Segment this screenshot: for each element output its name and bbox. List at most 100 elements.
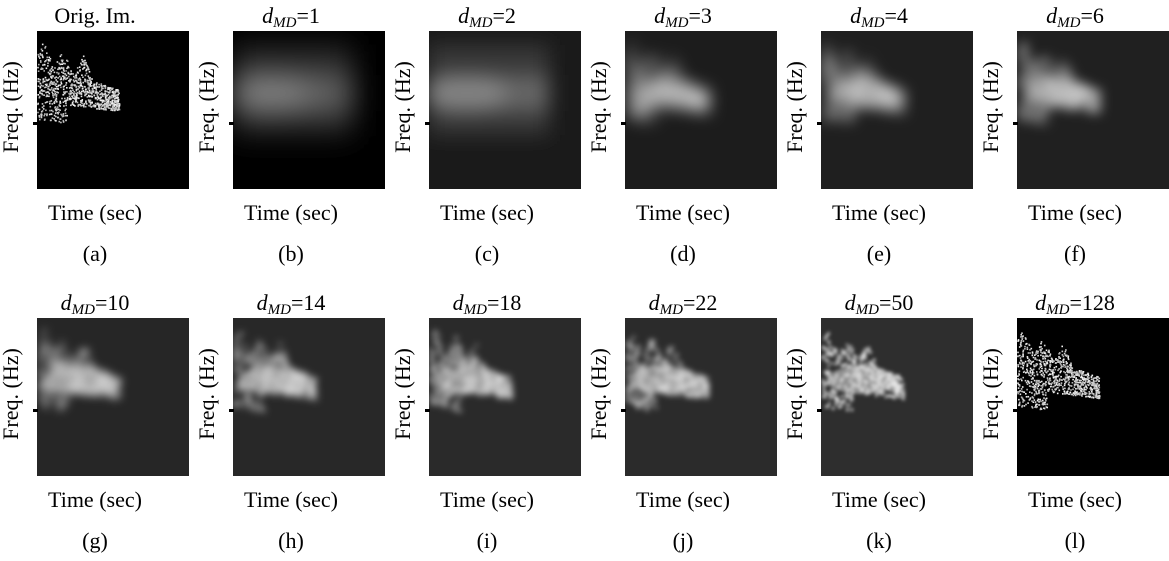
y-axis-tick [1013, 409, 1018, 412]
x-axis-label: Time (sec) [244, 200, 338, 225]
d-value: =2 [492, 3, 516, 28]
d-symbol: d [1046, 3, 1058, 28]
d-subscript: MD [1057, 15, 1081, 31]
x-axis-label: Time (sec) [1028, 200, 1122, 225]
x-axis-label: Time (sec) [1028, 487, 1122, 512]
d-value: =1 [296, 3, 320, 28]
d-subscript: MD [463, 302, 487, 318]
y-axis-label: Freq. (Hz) [194, 348, 219, 440]
d-symbol: d [458, 3, 470, 28]
subfigure-label: (f) [1064, 241, 1086, 266]
panel: dMD=14 Freq. (Hz) Time (sec) (h) [194, 289, 386, 559]
panel: dMD=2 Freq. (Hz) Time (sec) (c) [390, 2, 582, 272]
d-symbol: d [60, 290, 72, 315]
panel: dMD=22 Freq. (Hz) Time (sec) (j) [586, 289, 778, 559]
d-symbol: d [654, 3, 666, 28]
x-axis-label: Time (sec) [636, 487, 730, 512]
y-axis-label: Freq. (Hz) [782, 61, 807, 153]
subfigure-label: (b) [278, 241, 304, 266]
d-subscript: MD [469, 15, 493, 31]
spectrogram-image [429, 31, 581, 189]
d-value: =14 [290, 290, 326, 315]
panel-title: dMD=14 [196, 289, 386, 318]
y-axis-tick [817, 409, 822, 412]
x-axis-label: Time (sec) [832, 487, 926, 512]
subfigure-label: (i) [476, 528, 498, 553]
d-subscript: MD [71, 302, 95, 318]
image-background [821, 318, 973, 476]
y-axis-label: Freq. (Hz) [978, 348, 1003, 440]
x-axis-label: Time (sec) [48, 487, 142, 512]
spectrogram-image [1017, 318, 1169, 476]
d-symbol: d [452, 290, 464, 315]
panel-title: dMD=3 [588, 2, 778, 31]
spectrogram-content [1017, 332, 1101, 411]
subfigure-label: (k) [866, 528, 892, 553]
d-symbol: d [844, 290, 856, 315]
spectrogram-content [429, 330, 514, 413]
y-axis-tick [425, 409, 430, 412]
spectrogram-image [37, 31, 189, 189]
subfigure-label: (l) [1064, 528, 1086, 553]
panel-title: dMD=128 [980, 289, 1169, 318]
d-subscript: MD [665, 15, 689, 31]
spectrogram-content [37, 43, 121, 124]
d-value: =18 [486, 290, 522, 315]
d-subscript: MD [855, 302, 879, 318]
x-axis-label: Time (sec) [832, 200, 926, 225]
panel: dMD=50 Freq. (Hz) Time (sec) (k) [782, 289, 974, 559]
y-axis-label: Freq. (Hz) [390, 61, 415, 153]
y-axis-tick [817, 122, 822, 125]
spectrogram-image [429, 318, 581, 476]
d-value: =4 [884, 3, 908, 28]
spectrogram-image [233, 31, 385, 189]
spectrogram-content [233, 332, 318, 412]
x-axis-label: Time (sec) [244, 487, 338, 512]
panel-title: dMD=1 [196, 2, 386, 31]
spectrogram-content [625, 336, 710, 412]
panel: dMD=3 Freq. (Hz) Time (sec) (d) [586, 2, 778, 272]
spectrogram-image [625, 318, 777, 476]
subfigure-label: (d) [670, 241, 696, 266]
d-value: =22 [682, 290, 718, 315]
panel-title: Orig. Im. [0, 2, 190, 30]
panel-title: dMD=4 [784, 2, 974, 31]
y-axis-label: Freq. (Hz) [194, 61, 219, 153]
subfigure-label: (a) [82, 241, 108, 266]
panel: dMD=4 Freq. (Hz) Time (sec) (e) [782, 2, 974, 272]
spectrogram-content [821, 45, 906, 122]
y-axis-label: Freq. (Hz) [782, 348, 807, 440]
d-value: =6 [1080, 3, 1104, 28]
panel-title: dMD=2 [392, 2, 582, 31]
panel-title: dMD=18 [392, 289, 582, 318]
d-symbol: d [648, 290, 660, 315]
d-value: =3 [688, 3, 712, 28]
x-axis-label: Time (sec) [440, 487, 534, 512]
x-axis-label: Time (sec) [636, 200, 730, 225]
d-subscript: MD [267, 302, 291, 318]
d-value: =10 [94, 290, 130, 315]
panel: dMD=18 Freq. (Hz) Time (sec) (i) [390, 289, 582, 559]
d-symbol: d [850, 3, 862, 28]
panel-title: dMD=6 [980, 2, 1169, 31]
panel-title: dMD=22 [588, 289, 778, 318]
y-axis-label: Freq. (Hz) [586, 348, 611, 440]
y-axis-tick [1013, 122, 1018, 125]
spectrogram-content [233, 45, 353, 135]
y-axis-label: Freq. (Hz) [0, 348, 23, 440]
spectrogram-image [821, 318, 973, 476]
y-axis-label: Freq. (Hz) [390, 348, 415, 440]
x-axis-label: Time (sec) [440, 200, 534, 225]
y-axis-tick [425, 122, 430, 125]
y-axis-label: Freq. (Hz) [0, 61, 23, 153]
y-axis-tick [621, 122, 626, 125]
spectrogram-image [625, 31, 777, 189]
spectrogram-image [821, 31, 973, 189]
spectrogram-content [37, 329, 122, 411]
y-axis-label: Freq. (Hz) [586, 61, 611, 153]
d-subscript: MD [273, 15, 297, 31]
panel-title-text: Orig. Im. [54, 3, 136, 28]
y-axis-tick [621, 409, 626, 412]
d-symbol: d [256, 290, 268, 315]
subfigure-label: (e) [866, 241, 892, 266]
